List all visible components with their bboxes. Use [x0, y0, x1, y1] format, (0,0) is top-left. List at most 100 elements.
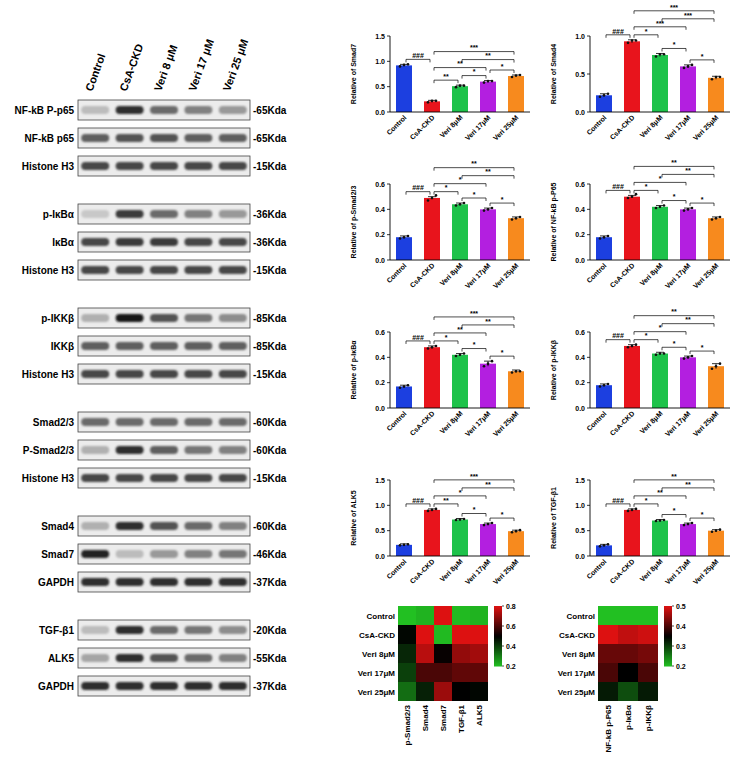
band — [219, 266, 247, 274]
band — [116, 654, 144, 662]
significance: * — [673, 41, 676, 48]
cell — [416, 663, 434, 682]
y-axis — [390, 36, 391, 112]
cell — [398, 625, 416, 644]
lane-label: Veri 8 μM — [152, 43, 180, 93]
band — [150, 238, 178, 246]
point — [427, 510, 430, 513]
point — [683, 67, 686, 70]
point — [631, 345, 634, 348]
colorbar-tick — [672, 606, 674, 607]
tick-label: 0.4 — [375, 354, 385, 361]
blot-strip — [78, 100, 250, 120]
point — [407, 235, 410, 238]
marks — [396, 63, 524, 112]
tick — [387, 530, 390, 531]
band — [219, 474, 247, 482]
bar — [652, 207, 668, 260]
bracket — [606, 35, 630, 38]
point — [607, 383, 610, 386]
band — [184, 522, 212, 530]
band — [116, 134, 144, 142]
band — [184, 418, 212, 426]
cell — [416, 682, 434, 701]
bar — [508, 531, 524, 556]
significance: * — [473, 191, 476, 198]
point — [603, 236, 606, 239]
error-line — [660, 53, 661, 56]
tick — [587, 332, 590, 333]
column-label: Smad7 — [439, 704, 448, 731]
tick-label: 0.4 — [575, 206, 585, 213]
tick — [587, 530, 590, 531]
cell — [598, 644, 618, 663]
cell — [416, 644, 434, 663]
bar — [652, 521, 668, 556]
point — [719, 216, 722, 219]
size-label: -37Kda — [253, 681, 287, 692]
point — [407, 384, 410, 387]
category-label: Veri 8μM — [638, 558, 664, 584]
band — [184, 266, 212, 274]
bar-chart: 0.00.20.40.6Relative of p-Smad2/3Control… — [350, 160, 530, 290]
bar — [680, 357, 696, 408]
tick — [387, 209, 390, 210]
bar — [424, 510, 440, 556]
point — [603, 544, 606, 547]
category-label: Veri 25μM — [492, 410, 521, 439]
tick — [387, 234, 390, 235]
cell — [452, 606, 470, 625]
cell — [598, 682, 618, 701]
band — [116, 238, 144, 246]
colorbar-label: 0.2 — [506, 663, 516, 670]
y-title: Relative of TGF-β1 — [550, 487, 558, 549]
colorbar-label: 0.8 — [506, 603, 516, 610]
category-label: Veri 17μM — [664, 114, 693, 143]
tick-label: 1.5 — [375, 33, 385, 40]
significance: *** — [470, 310, 478, 317]
size-label: -15Kda — [253, 473, 287, 484]
bar — [396, 545, 412, 556]
point — [715, 217, 718, 220]
bracket — [462, 325, 514, 328]
category-label: CsA-CKD — [408, 262, 435, 289]
error-line — [516, 370, 517, 373]
significance: * — [445, 184, 448, 191]
marks — [396, 194, 524, 260]
point — [403, 385, 406, 388]
error-line — [432, 346, 433, 349]
colorbar-tick — [672, 646, 674, 647]
point — [459, 354, 462, 357]
row-label: Veri 17μM — [558, 669, 596, 678]
category-label: Control — [585, 114, 608, 137]
significance: * — [473, 506, 476, 513]
bar — [508, 371, 524, 408]
bracket — [662, 324, 714, 327]
bracket — [634, 182, 686, 185]
bar — [624, 197, 640, 260]
error-line — [404, 236, 405, 239]
band — [219, 342, 247, 350]
point — [627, 510, 630, 513]
category-label: Veri 8μM — [438, 410, 464, 436]
error-line — [632, 40, 633, 43]
bracket — [434, 168, 514, 171]
point — [683, 209, 686, 212]
band — [116, 474, 144, 482]
significance: *** — [684, 12, 692, 19]
band-label: Histone H3 — [22, 265, 75, 276]
band — [150, 370, 178, 378]
error-line — [516, 530, 517, 532]
significance: * — [501, 511, 504, 518]
point — [519, 216, 522, 219]
point — [655, 207, 658, 210]
bar-chart: 0.00.20.40.6Relative of NF-kB p-P65Contr… — [550, 159, 730, 290]
point — [435, 100, 438, 103]
band — [116, 682, 144, 690]
point — [627, 346, 630, 349]
x-axis — [390, 260, 530, 261]
point — [519, 529, 522, 532]
bar — [452, 86, 468, 112]
bar — [596, 237, 612, 260]
column-label: p-Smad2/3 — [403, 704, 412, 745]
